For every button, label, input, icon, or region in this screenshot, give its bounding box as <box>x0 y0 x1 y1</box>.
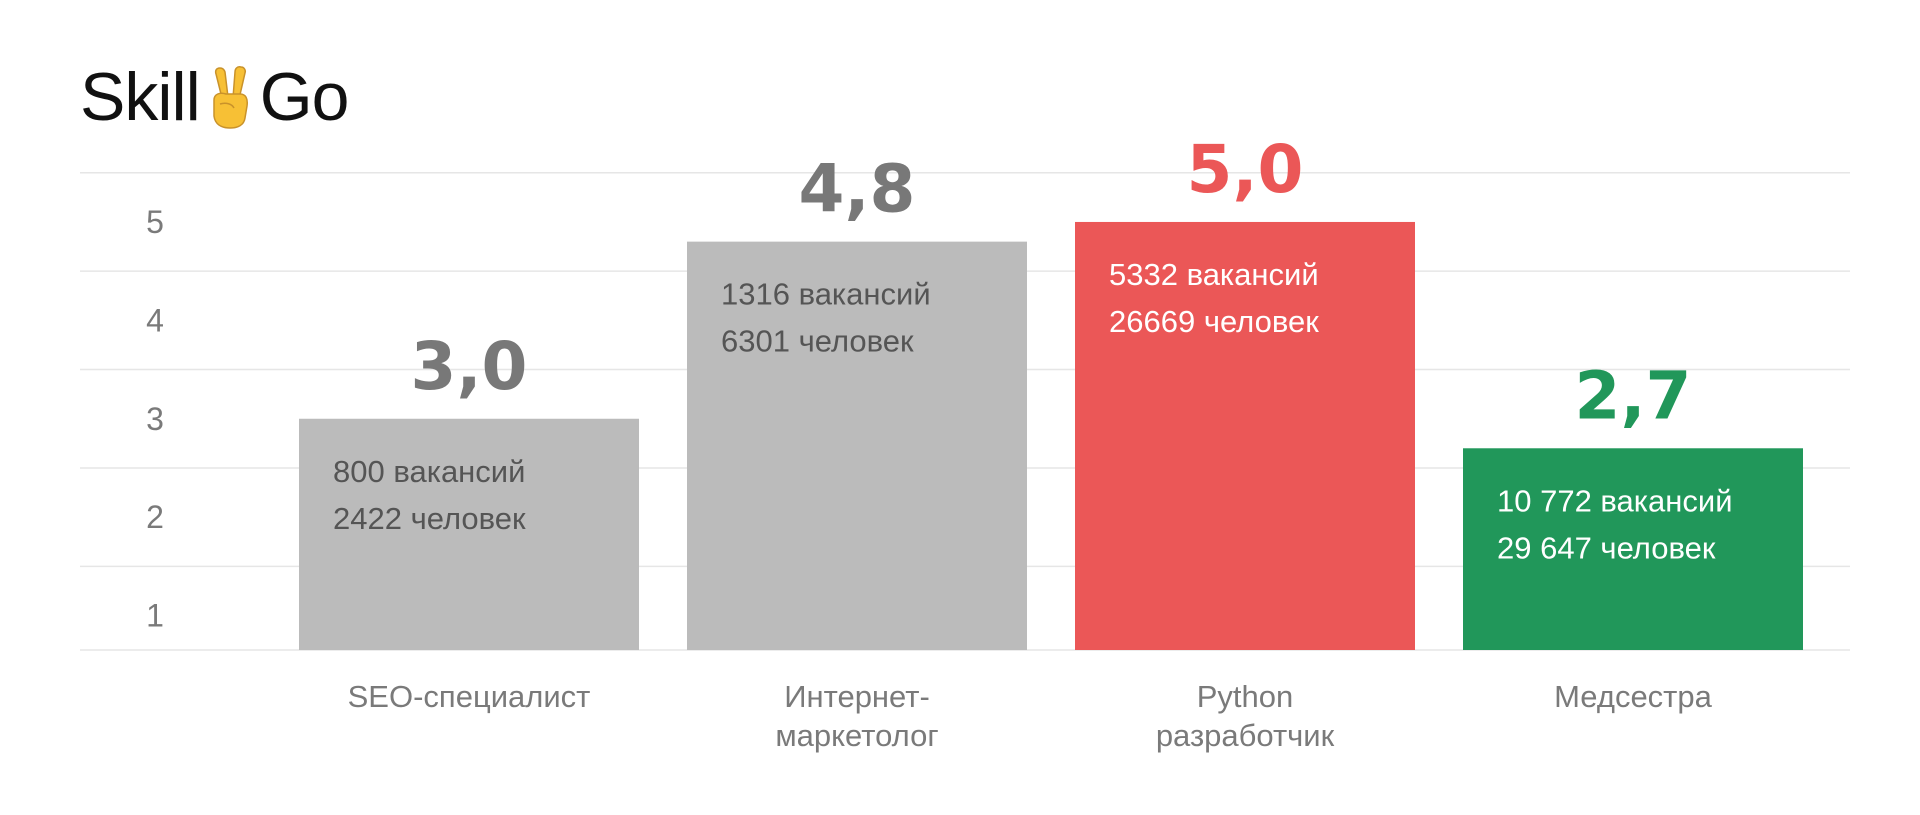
logo-text-left: Skill <box>80 59 201 135</box>
x-tick-label: SEO-специалист <box>348 679 591 714</box>
y-tick-label: 5 <box>146 204 164 240</box>
bar-inner-text: 800 вакансий <box>333 454 525 489</box>
y-axis-ticks: 1 2 3 4 5 <box>146 204 164 634</box>
y-tick-label: 3 <box>146 401 164 437</box>
y-tick-label: 2 <box>146 499 164 535</box>
bar <box>1075 221 1415 650</box>
bar-inner-text: 1316 вакансий <box>721 277 931 312</box>
y-tick-label: 1 <box>146 598 164 634</box>
value-label: 3,0 <box>411 328 528 405</box>
value-label: 2,7 <box>1575 357 1692 434</box>
bar <box>687 241 1027 650</box>
bar <box>299 418 639 650</box>
logo: Skill Go <box>80 58 350 136</box>
bar-inner-text: 5332 вакансий <box>1109 257 1319 292</box>
bar-inner-text: 6301 человек <box>721 324 914 359</box>
x-tick-label: Интернет- <box>784 679 930 714</box>
victory-hand-icon <box>212 66 248 129</box>
x-tick-label: маркетолог <box>775 718 938 753</box>
value-label: 5,0 <box>1187 131 1304 208</box>
y-tick-label: 4 <box>146 302 164 338</box>
logo-text-right: Go <box>259 59 350 135</box>
labels: 3,0 800 вакансий 2422 человек SEO-специалис… <box>333 131 1733 753</box>
bar-inner-text: 2422 человек <box>333 501 526 536</box>
bar-inner-text: 29 647 человек <box>1497 530 1716 565</box>
x-tick-label: разработчик <box>1156 718 1335 753</box>
bar <box>1463 448 1803 650</box>
bars <box>299 221 1803 650</box>
bar-inner-text: 26669 человек <box>1109 304 1319 339</box>
x-tick-label: Python <box>1197 679 1294 714</box>
bar-inner-text: 10 772 вакансий <box>1497 483 1733 518</box>
value-label: 4,8 <box>799 151 916 228</box>
x-tick-label: Медсестра <box>1554 679 1712 714</box>
